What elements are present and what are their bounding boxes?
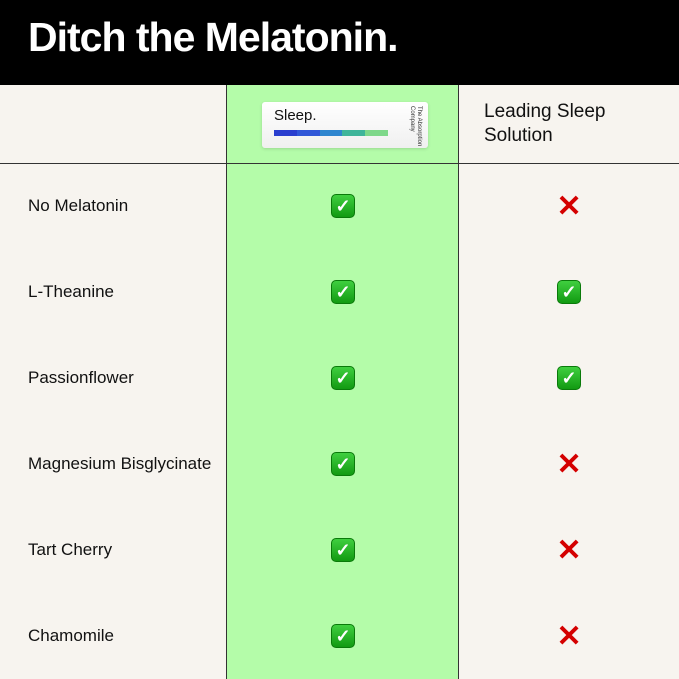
packet-stripe bbox=[365, 130, 388, 136]
product-packet-image: Sleep. The Absorption Company bbox=[262, 102, 428, 148]
check-icon: ✓ bbox=[331, 366, 355, 390]
cross-icon: ✕ bbox=[556, 189, 582, 223]
competitor-column-header: Leading Sleep Solution bbox=[484, 101, 606, 146]
packet-stripe bbox=[319, 130, 343, 136]
header-banner: Ditch the Melatonin. bbox=[0, 0, 679, 85]
packet-stripe bbox=[296, 130, 320, 136]
packet-stripes bbox=[274, 130, 388, 136]
row-label: Magnesium Bisglycinate bbox=[28, 454, 212, 473]
table-row: No Melatonin ✓ ✕ bbox=[0, 163, 679, 249]
packet-brand: The Absorption Company bbox=[409, 106, 422, 147]
row-label: Chamomile bbox=[28, 626, 114, 645]
row-label: Passionflower bbox=[28, 368, 134, 387]
row-label: L-Theanine bbox=[28, 282, 115, 301]
packet-stripe bbox=[342, 130, 366, 136]
cross-icon: ✕ bbox=[556, 533, 582, 567]
check-icon: ✓ bbox=[331, 194, 355, 218]
row-label: No Melatonin bbox=[28, 196, 129, 215]
check-icon: ✓ bbox=[331, 452, 355, 476]
table-row: L-Theanine ✓ ✓ bbox=[0, 249, 679, 335]
check-icon: ✓ bbox=[557, 366, 581, 390]
row-label: Tart Cherry bbox=[28, 540, 113, 559]
check-icon: ✓ bbox=[331, 538, 355, 562]
check-icon: ✓ bbox=[331, 624, 355, 648]
check-icon: ✓ bbox=[331, 280, 355, 304]
page-title: Ditch the Melatonin. bbox=[28, 14, 398, 60]
cross-icon: ✕ bbox=[556, 447, 582, 481]
packet-name: Sleep. bbox=[274, 107, 317, 124]
table-row: Passionflower ✓ ✓ bbox=[0, 335, 679, 421]
cross-icon: ✕ bbox=[556, 619, 582, 653]
packet-stripe bbox=[274, 130, 297, 136]
table-row: Tart Cherry ✓ ✕ bbox=[0, 507, 679, 593]
check-icon: ✓ bbox=[557, 280, 581, 304]
header-divider bbox=[0, 163, 679, 164]
table-row: Magnesium Bisglycinate ✓ ✕ bbox=[0, 421, 679, 507]
table-row: Chamomile ✓ ✕ bbox=[0, 593, 679, 679]
